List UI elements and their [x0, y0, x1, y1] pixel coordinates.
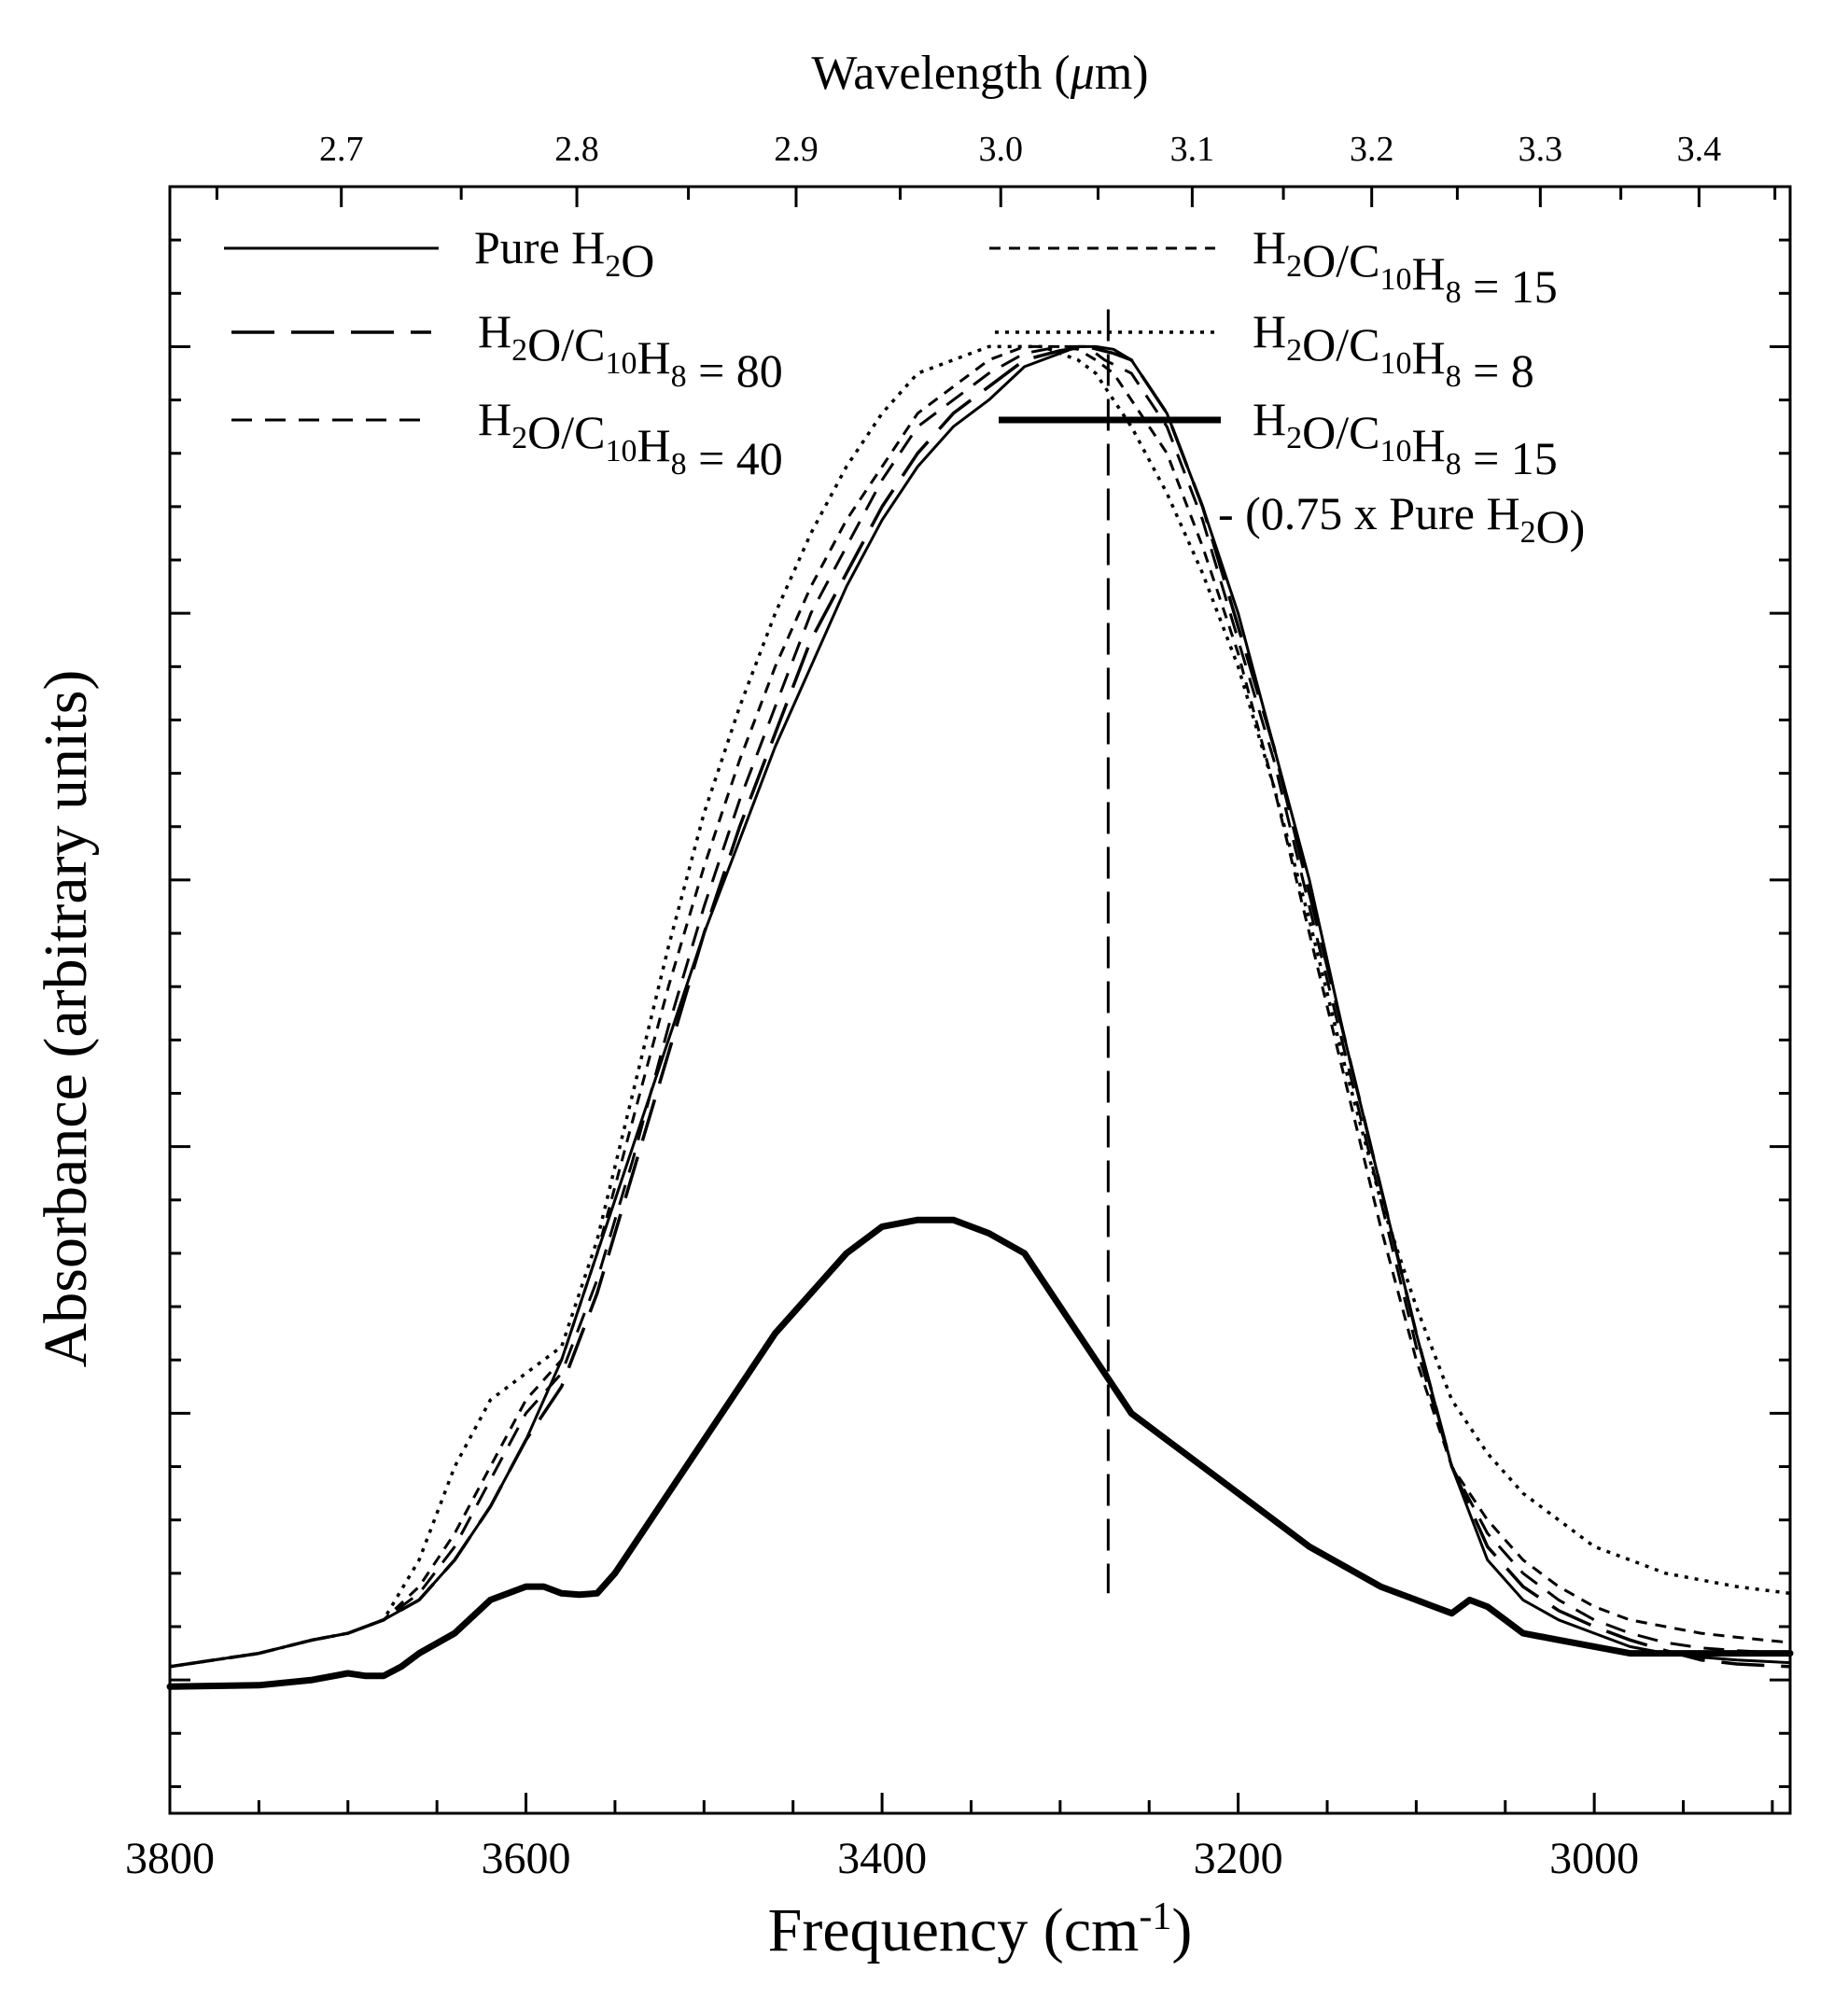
legend-text-part: H	[478, 305, 511, 357]
legend-text-part: = 40	[687, 432, 783, 484]
top-tick-label: 3.1	[1170, 130, 1215, 169]
legend-text-part: H	[1411, 419, 1445, 471]
top-tick-label: 2.8	[554, 130, 599, 169]
legend-text-part: Pure H	[474, 221, 605, 273]
legend-text-part: 8	[1446, 359, 1462, 394]
legend-text-part: 8	[671, 359, 687, 394]
legend-text-part: 2	[1286, 421, 1302, 455]
legend-label-5: H2O/C10H8 = 8	[1253, 305, 1534, 397]
axis-tick-labels: 3800 3600 3400 3200 3000 2.7 2.8 2.9 3.0 3.1 3.2 3.…	[125, 130, 1721, 1883]
legend-label-4: H2O/C10H8 = 15	[1253, 221, 1558, 313]
top-tick-label: 2.7	[319, 130, 364, 169]
top-tick-label: 3.4	[1677, 130, 1722, 169]
series-line-5	[169, 344, 1791, 1669]
legend-text-part: 8	[1446, 447, 1462, 482]
top-tick-label: 2.9	[774, 130, 819, 169]
top-tick-label: 3.2	[1350, 130, 1394, 169]
top-tick-label: 3.3	[1519, 130, 1563, 169]
x-tick-label: 3200	[1194, 1834, 1283, 1883]
legend-text-part: 10	[605, 346, 637, 381]
legend-text-part: H	[478, 393, 511, 445]
legend-text-part: O	[621, 234, 654, 287]
x-tick-label: 3400	[837, 1834, 927, 1883]
legend-text-part: H	[637, 331, 670, 384]
y-axis-title: Absorbance (arbitrary units)	[32, 670, 100, 1368]
legend-text-part: - (0.75 x Pure H	[1218, 487, 1520, 539]
legend-text-part: 10	[1379, 262, 1411, 297]
legend-text-part: 2	[511, 421, 527, 455]
legend-text-part: O/C	[527, 406, 605, 458]
legend-text-part: O)	[1536, 500, 1586, 552]
legend-text-part: = 8	[1462, 344, 1534, 397]
axis-ticks	[168, 185, 1790, 1813]
series-lines	[166, 344, 1794, 1690]
legend-text-part: 10	[1379, 346, 1411, 381]
top-axis-title-post: m)	[1095, 47, 1149, 100]
legend-text-part: = 15	[1462, 260, 1558, 313]
x-tick-label: 3000	[1549, 1834, 1639, 1883]
top-axis-title-pre: Wavelength (	[811, 47, 1070, 100]
legend-text-part: H	[1411, 247, 1445, 300]
legend-text-part: 10	[1379, 434, 1411, 468]
x-tick-label: 3600	[482, 1834, 571, 1883]
legend-label-2: H2O/C10H8 = 80	[478, 305, 783, 397]
top-axis-title-mu: μ	[1070, 47, 1095, 100]
series-line-6	[166, 1216, 1794, 1690]
legend-text-part: O/C	[1302, 234, 1379, 287]
x-axis-title: Frequency (cm-1)	[768, 1895, 1193, 1964]
legend-text-part: 2	[1286, 333, 1302, 368]
legend-text-part: 2	[1520, 515, 1536, 550]
legend-text-part: 10	[605, 434, 637, 468]
legend-text-part: 2	[605, 249, 621, 284]
legend-text-part: 8	[671, 447, 687, 482]
legend-text-part: O/C	[1302, 318, 1379, 370]
x-axis-title-main: Frequency (cm	[768, 1896, 1140, 1964]
legend-label-7: - (0.75 x Pure H2O)	[1218, 487, 1585, 552]
series-line-2	[169, 344, 1791, 1669]
legend-label-3: H2O/C10H8 = 40	[478, 393, 783, 484]
legend-text-part: = 80	[687, 344, 783, 397]
top-tick-label: 3.0	[979, 130, 1024, 169]
series-line-4	[169, 344, 1791, 1669]
legend-text-part: 2	[1286, 249, 1302, 284]
legend-text-part: H	[637, 419, 670, 471]
legend-text-part: H	[1253, 305, 1286, 357]
series-line-3	[169, 344, 1791, 1669]
top-axis-title: Wavelength (μm)	[811, 47, 1148, 100]
series-line-1	[168, 344, 1792, 1669]
x-axis-title-superscript: -1	[1139, 1895, 1171, 1938]
legend-text-part: 2	[511, 333, 527, 368]
plot-frame	[168, 185, 1792, 1815]
legend-text-part: O/C	[1302, 406, 1379, 458]
legend-text-part: 8	[1446, 275, 1462, 310]
legend-label-6: H2O/C10H8 = 15	[1253, 393, 1558, 484]
legend-text-part: = 15	[1462, 432, 1558, 484]
x-tick-label: 3800	[125, 1834, 215, 1883]
legend-text-part: H	[1253, 393, 1286, 445]
legend-text-part: H	[1411, 331, 1445, 384]
legend-text-part: H	[1253, 221, 1286, 273]
x-axis-title-end: )	[1171, 1896, 1192, 1964]
legend-label-1: Pure H2O	[474, 221, 654, 287]
legend-text-part: O/C	[527, 318, 605, 370]
